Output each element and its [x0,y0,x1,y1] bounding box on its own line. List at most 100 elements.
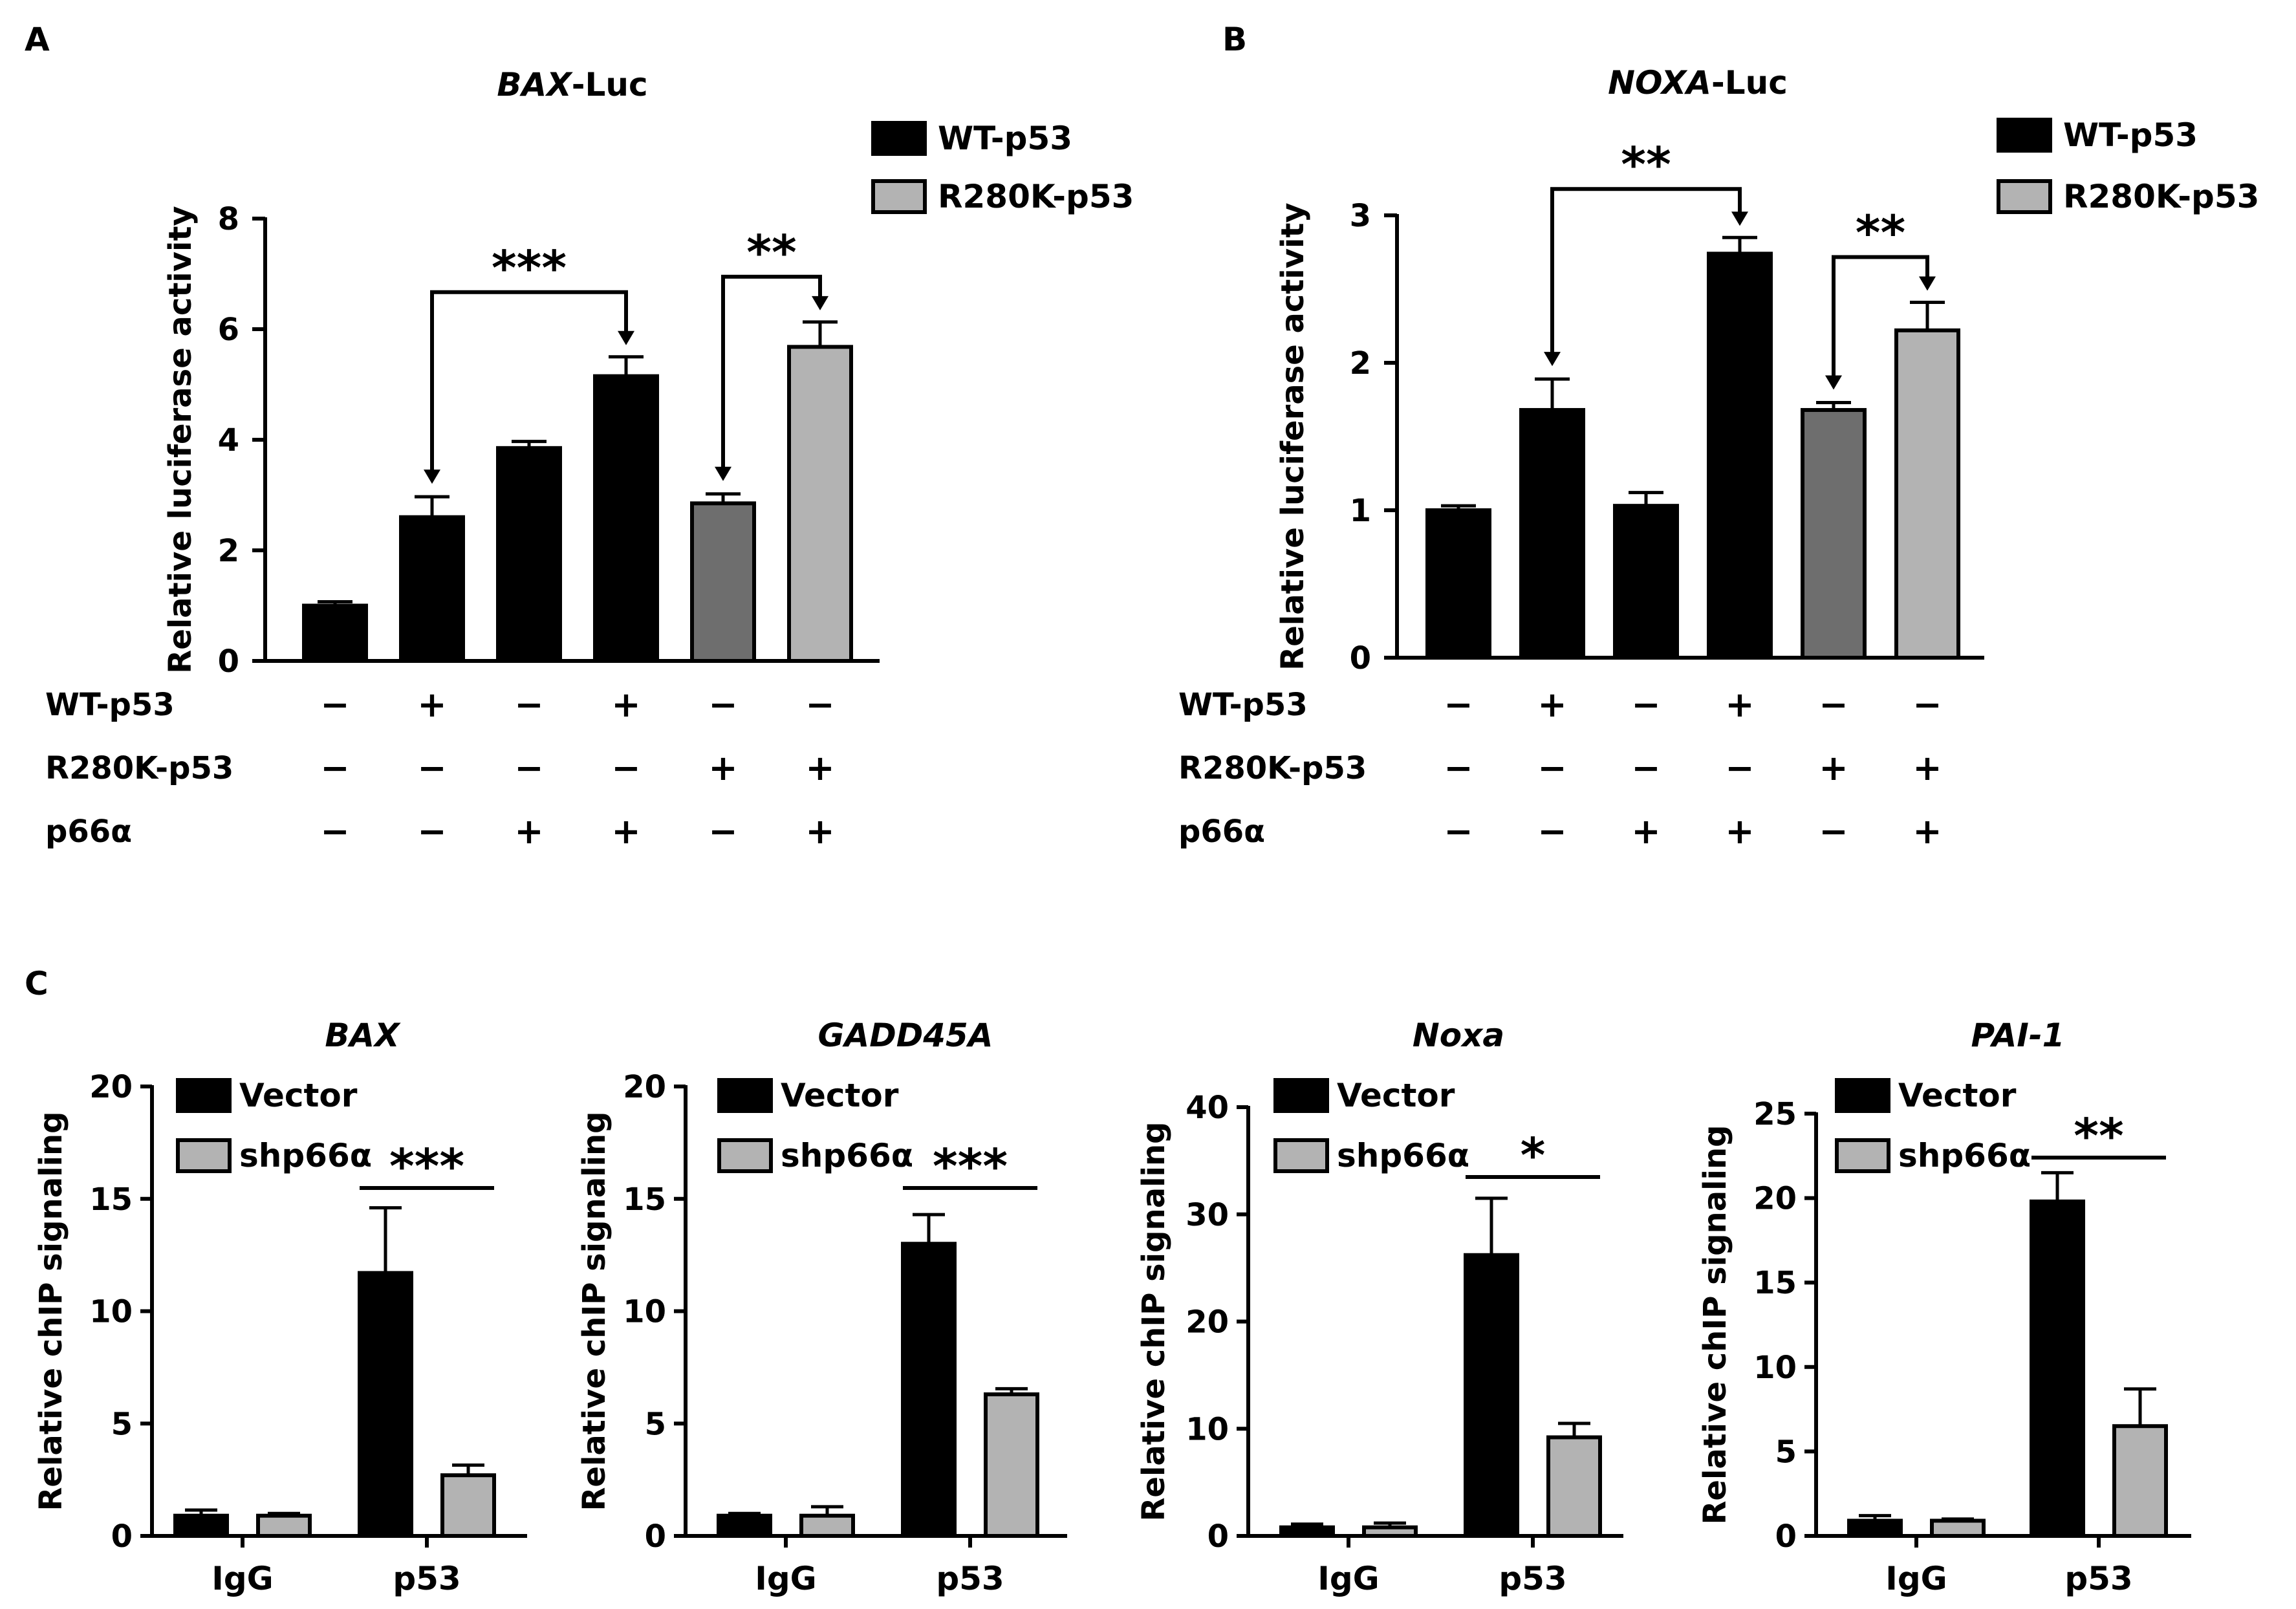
panel-a-significance-bracket [721,274,822,475]
panel-c-bax-title: BAX [325,1017,401,1054]
panel-c-bax-legend-swatch [176,1138,232,1173]
panel-c-gadd45a-y-tick-label: 15 [623,1182,666,1218]
panel-b-condition-sign: − [1819,811,1848,852]
panel-a-condition-sign: − [514,748,543,788]
panel-b-condition-sign: + [1819,748,1848,788]
panel-b-legend-label: R280K-p53 [2063,178,2259,215]
panel-b-condition-label: R280K-p53 [1178,750,1367,786]
panel-c-pai1-bar-igg-shp66a [1930,1518,1986,1538]
panel-a-legend-swatch [871,179,927,214]
panel-c-gadd45a-chart: GADD45A Relative chIP signaling 0 5 10 15 20 Ig… [576,1017,1067,1597]
panel-c-gadd45a-bar-p53-shp66a [984,1392,1039,1538]
panel-c-gadd45a-y-tick-label: 20 [623,1069,666,1105]
panel-a-significance-label: *** [492,241,567,296]
panel-a-y-tick-label: 8 [218,201,239,237]
panel-b-condition-sign: − [1631,684,1660,725]
panel-c-noxa-y-axis-label: Relative chIP signaling [1136,1121,1172,1521]
panel-b-condition-sign: + [1537,684,1566,725]
panel-a-bracket-arrowhead [618,330,634,345]
panel-a-condition-label: p66α [45,814,132,850]
panel-b-condition-sign: − [1537,811,1566,852]
panel-a-condition-sign: + [417,684,446,725]
panel-b-bracket-arrowhead [1825,375,1842,390]
panel-c-noxa-bar-igg-vector [1279,1525,1335,1538]
panel-c-gadd45a-legend-label: Vector [781,1077,899,1114]
panel-b-significance-bracket [1832,255,1929,383]
panel-c-noxa-legend-label: Vector [1337,1077,1455,1114]
panel-c-bax-y-tick-label: 20 [89,1069,133,1105]
panel-a-condition-sign: − [417,748,446,788]
panel-c-pai1-y-tick-label: 15 [1753,1265,1797,1301]
panel-c-gadd45a-y-tick-label: 5 [645,1406,666,1442]
panel-a-y-tick-label: 2 [218,533,239,569]
panel-c-pai1-legend-label: shp66α [1898,1137,2031,1174]
panel-c-pai1-bar-p53-shp66a [2112,1424,2168,1538]
panel-c-bax-y-tick-label: 10 [89,1294,133,1330]
panel-c-pai1-title: PAI-1 [1971,1017,2065,1054]
panel-b-y-tick-label: 2 [1350,345,1371,382]
panel-c-gadd45a-legend-label: shp66α [781,1137,913,1174]
panel-c-gadd45a-y-axis-label: Relative chIP signaling [576,1111,612,1511]
panel-a-bracket-arrowhead [715,466,731,481]
panel-b-condition-label: WT-p53 [1178,687,1308,723]
panel-a-title: BAX-Luc [497,66,647,103]
panel-c-noxa-chart: Noxa Relative chIP signaling 0 10 20 30 40 IgG p… [1136,1017,1623,1597]
panel-c-noxa-title: Noxa [1413,1017,1504,1054]
panel-c-pai1-x-tick-label: p53 [2064,1560,2132,1597]
panel-a-bar-4 [593,374,659,663]
panel-label-b: B [1222,21,1247,58]
panel-c-bax-x-tick-label: p53 [393,1560,460,1597]
panel-c-bax-y-tick-label: 5 [111,1406,133,1442]
panel-b-chart: NOXA-Luc Relative luciferase activity 0 1 2 3… [1178,64,2259,852]
panel-a-bar-3 [496,446,562,663]
panel-c-pai1-legend-swatch [1835,1078,1890,1113]
panel-a-chart: BAX-Luc Relative luciferase activity 0 2 4 6 8… [45,66,1134,852]
panel-a-condition-sign: + [805,811,834,852]
panel-a-condition-sign: + [708,748,737,788]
panel-b-title-suffix: -Luc [1711,64,1788,102]
panel-b-legend-swatch [1997,179,2052,214]
panel-b-y-tick-label: 3 [1350,198,1371,234]
panel-c-noxa-legend-swatch [1273,1078,1329,1113]
panel-a-bar-5 [690,501,756,664]
panel-c-gadd45a-y-tick-label: 0 [645,1518,666,1555]
panel-c-noxa-y-tick-label: 20 [1186,1304,1229,1341]
panel-b-bar-6 [1894,328,1960,660]
panel-b-legend-swatch [1997,118,2052,153]
panel-b-condition-sign: − [1444,684,1473,725]
panel-a-significance-bracket [430,290,628,478]
panel-c-pai1-chart: PAI-1 Relative chIP signaling 0 5 10 15 20 25 Ig… [1697,1017,2191,1597]
panel-c-pai1-y-tick-label: 20 [1753,1181,1797,1217]
panel-b-bar-3 [1613,504,1679,660]
panel-a-condition-sign: − [417,811,446,852]
panel-a-bar-2 [399,515,465,664]
panel-c-bax-legend-label: shp66α [239,1137,372,1174]
panel-c-gadd45a-bar-igg-shp66a [799,1513,855,1539]
panel-c-pai1-legend-label: Vector [1898,1077,2017,1114]
panel-a-condition-sign: + [611,684,640,725]
panel-c-noxa-y-tick-label: 30 [1186,1197,1229,1233]
panel-label-a: A [25,21,50,58]
panel-c-noxa-bar-igg-shp66a [1362,1525,1418,1538]
panel-a-condition-label: WT-p53 [45,687,175,723]
panel-b-bracket-arrowhead [1731,211,1748,226]
panel-c-gadd45a-legend-swatch [717,1078,773,1113]
panel-b-y-axis-label: Relative luciferase activity [1275,202,1311,670]
panel-a-y-tick-label: 4 [218,422,239,459]
panel-a-condition-label: R280K-p53 [45,750,233,786]
panel-a-condition-sign: + [611,811,640,852]
panel-label-c: C [25,965,49,1002]
panel-c-bax-significance-label: *** [389,1139,464,1194]
panel-a-legend-label: R280K-p53 [938,178,1134,215]
panel-a-condition-sign: + [514,811,543,852]
panel-b-significance-bracket [1550,187,1742,360]
panel-b-condition-sign: − [1631,748,1660,788]
panel-a-condition-sign: − [805,684,834,725]
panel-b-bar-4 [1707,252,1773,660]
panel-c-bax-legend-swatch [176,1078,232,1113]
panel-c-bax-x-tick-label: IgG [211,1560,273,1597]
panel-b-condition-sign: + [1725,811,1754,852]
panel-c-bax-legend-label: Vector [239,1077,358,1114]
panel-b-condition-sign: + [1725,684,1754,725]
